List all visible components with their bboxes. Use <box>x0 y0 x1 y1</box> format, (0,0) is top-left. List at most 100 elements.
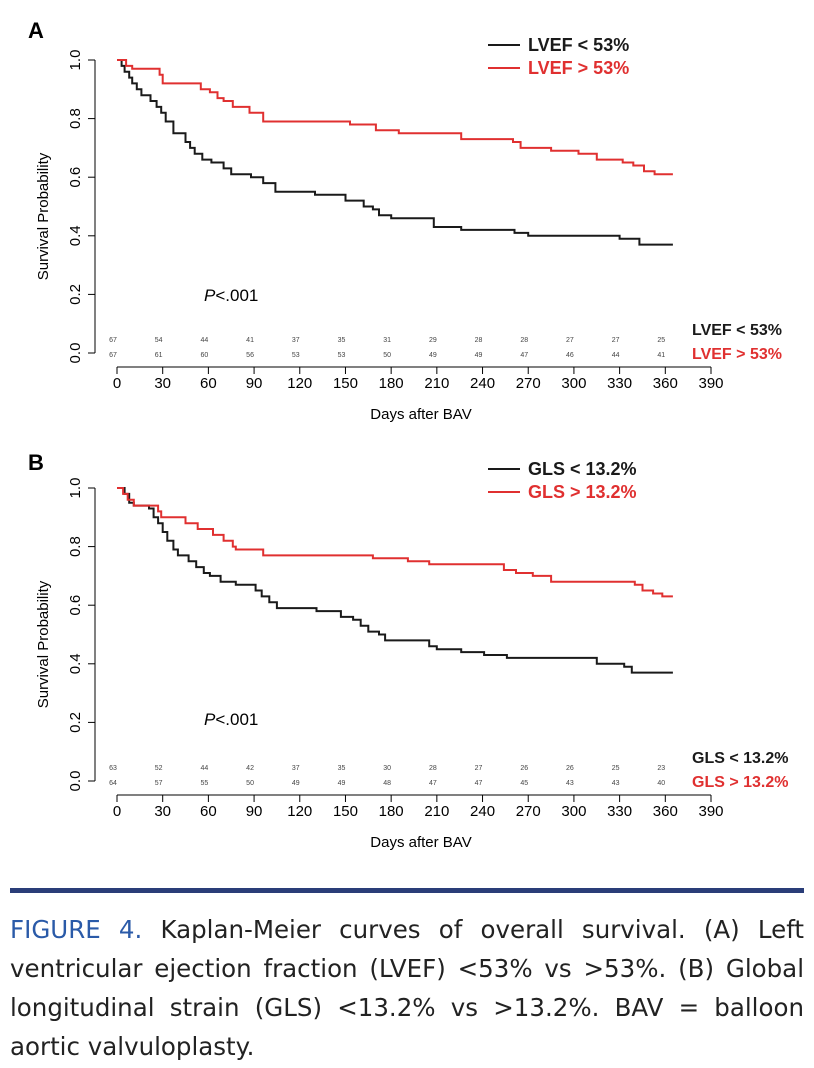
risk-row-label-low: GLS < 13.2% <box>692 750 789 767</box>
risk-count: 43 <box>612 780 620 787</box>
p-value-label: P<.001 <box>204 710 258 729</box>
panel-letter-b: B <box>28 450 44 475</box>
risk-count: 30 <box>383 765 391 772</box>
x-tick-label: 270 <box>516 375 541 392</box>
risk-count: 63 <box>109 765 117 772</box>
p-value-number: <.001 <box>215 710 258 729</box>
x-tick-label: 300 <box>561 803 586 820</box>
figure-caption-text: Kaplan-Meier curves of overall survival.… <box>10 915 804 1061</box>
risk-count: 28 <box>475 337 483 344</box>
risk-count: 64 <box>109 780 117 787</box>
km-chart-lvef: A 0.0 0.2 0.4 0.6 0.8 1.0 Survival Probability… <box>28 18 782 423</box>
x-axis-title: Days after BAV <box>370 834 471 851</box>
survival-curve-low <box>117 59 673 246</box>
risk-count: 49 <box>429 352 437 359</box>
p-value-italic-p: P <box>204 286 216 305</box>
risk-count: 23 <box>657 765 665 772</box>
y-tick-label: 0.8 <box>67 108 84 129</box>
risk-count: 50 <box>383 352 391 359</box>
risk-count: 54 <box>155 337 163 344</box>
x-tick-label: 360 <box>653 803 678 820</box>
figure-label: FIGURE 4. <box>10 915 143 944</box>
x-tick-label: 240 <box>470 803 495 820</box>
risk-count: 27 <box>612 337 620 344</box>
legend-label-low: GLS < 13.2% <box>528 459 637 479</box>
x-tick-label: 0 <box>113 375 121 392</box>
x-tick-label: 30 <box>154 375 171 392</box>
risk-count: 53 <box>338 352 346 359</box>
x-tick-label: 180 <box>379 375 404 392</box>
x-tick-label: 180 <box>379 803 404 820</box>
x-tick-label: 240 <box>470 375 495 392</box>
risk-count: 27 <box>475 765 483 772</box>
x-tick-label: 270 <box>516 803 541 820</box>
risk-count: 41 <box>246 337 254 344</box>
risk-count: 25 <box>657 337 665 344</box>
y-tick-label: 0.8 <box>67 536 84 557</box>
x-tick-label: 30 <box>154 803 171 820</box>
risk-count: 67 <box>109 352 117 359</box>
caption-divider <box>10 888 804 893</box>
risk-count: 47 <box>475 780 483 787</box>
y-tick-label: 0.6 <box>67 595 84 616</box>
panel-letter-a: A <box>28 18 44 43</box>
risk-count: 41 <box>657 352 665 359</box>
risk-row-label-low: LVEF < 53% <box>692 322 782 339</box>
risk-count: 35 <box>338 337 346 344</box>
risk-count: 46 <box>566 352 574 359</box>
x-tick-label: 390 <box>698 803 723 820</box>
survival-curve-high <box>117 59 673 176</box>
p-value-number: <.001 <box>215 286 258 305</box>
risk-count: 49 <box>292 780 300 787</box>
risk-count: 37 <box>292 337 300 344</box>
x-tick-label: 120 <box>287 375 312 392</box>
y-axis-title: Survival Probability <box>35 152 52 280</box>
risk-count: 35 <box>338 765 346 772</box>
risk-count: 50 <box>246 780 254 787</box>
risk-count: 40 <box>657 780 665 787</box>
y-tick-label: 0.4 <box>67 225 84 246</box>
risk-row-label-high: LVEF > 53% <box>692 346 782 363</box>
risk-count: 60 <box>200 352 208 359</box>
risk-count: 61 <box>155 352 163 359</box>
x-tick-label: 390 <box>698 375 723 392</box>
risk-count: 67 <box>109 337 117 344</box>
x-tick-label: 210 <box>424 803 449 820</box>
risk-count: 26 <box>566 765 574 772</box>
risk-count: 49 <box>475 352 483 359</box>
x-tick-label: 300 <box>561 375 586 392</box>
risk-count: 45 <box>520 780 528 787</box>
y-tick-label: 1.0 <box>67 478 84 499</box>
risk-count: 47 <box>520 352 528 359</box>
risk-count: 28 <box>520 337 528 344</box>
y-tick-label: 1.0 <box>67 50 84 71</box>
risk-count: 55 <box>200 780 208 787</box>
risk-count: 27 <box>566 337 574 344</box>
x-tick-label: 360 <box>653 375 678 392</box>
risk-count: 42 <box>246 765 254 772</box>
x-tick-label: 60 <box>200 375 217 392</box>
risk-count: 44 <box>200 337 208 344</box>
y-tick-label: 0.2 <box>67 284 84 305</box>
risk-count: 25 <box>612 765 620 772</box>
risk-count: 43 <box>566 780 574 787</box>
x-tick-label: 150 <box>333 375 358 392</box>
risk-count: 44 <box>612 352 620 359</box>
risk-count: 52 <box>155 765 163 772</box>
y-tick-label: 0.0 <box>67 771 84 792</box>
risk-count: 56 <box>246 352 254 359</box>
p-value-italic-p: P <box>204 710 216 729</box>
x-tick-label: 0 <box>113 803 121 820</box>
risk-count: 49 <box>338 780 346 787</box>
risk-count: 53 <box>292 352 300 359</box>
x-tick-label: 210 <box>424 375 449 392</box>
x-tick-label: 150 <box>333 803 358 820</box>
y-tick-label: 0.6 <box>67 167 84 188</box>
risk-count: 57 <box>155 780 163 787</box>
legend-label-high: GLS > 13.2% <box>528 482 637 502</box>
x-tick-label: 330 <box>607 803 632 820</box>
y-tick-label: 0.2 <box>67 712 84 733</box>
y-axis-title: Survival Probability <box>35 580 52 708</box>
y-tick-label: 0.0 <box>67 343 84 364</box>
legend-label-low: LVEF < 53% <box>528 35 629 55</box>
